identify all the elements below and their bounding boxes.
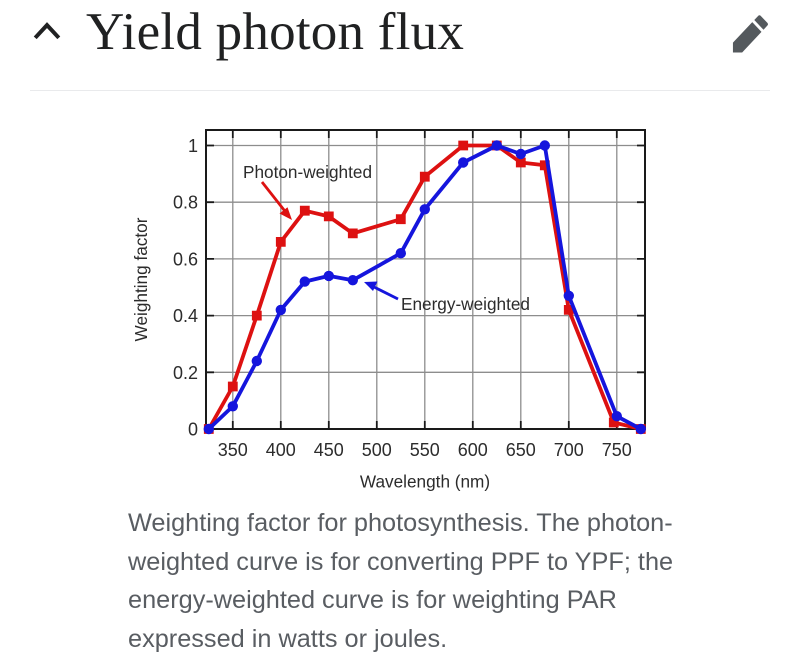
svg-text:700: 700: [554, 440, 584, 460]
svg-text:500: 500: [362, 440, 392, 460]
svg-text:Wavelength (nm): Wavelength (nm): [360, 472, 490, 492]
svg-text:450: 450: [314, 440, 344, 460]
svg-text:400: 400: [266, 440, 296, 460]
svg-text:0.4: 0.4: [173, 306, 198, 326]
svg-text:Weighting factor: Weighting factor: [131, 217, 151, 341]
svg-text:Photon-weighted: Photon-weighted: [243, 162, 372, 182]
svg-text:0.6: 0.6: [173, 249, 198, 269]
svg-text:750: 750: [602, 440, 632, 460]
svg-text:650: 650: [506, 440, 536, 460]
svg-text:0.8: 0.8: [173, 193, 198, 213]
svg-text:0: 0: [188, 420, 198, 440]
svg-text:600: 600: [458, 440, 488, 460]
svg-text:350: 350: [218, 440, 248, 460]
svg-text:0.2: 0.2: [173, 363, 198, 383]
svg-text:1: 1: [188, 136, 198, 156]
svg-text:Energy-weighted: Energy-weighted: [401, 294, 530, 314]
svg-text:550: 550: [410, 440, 440, 460]
